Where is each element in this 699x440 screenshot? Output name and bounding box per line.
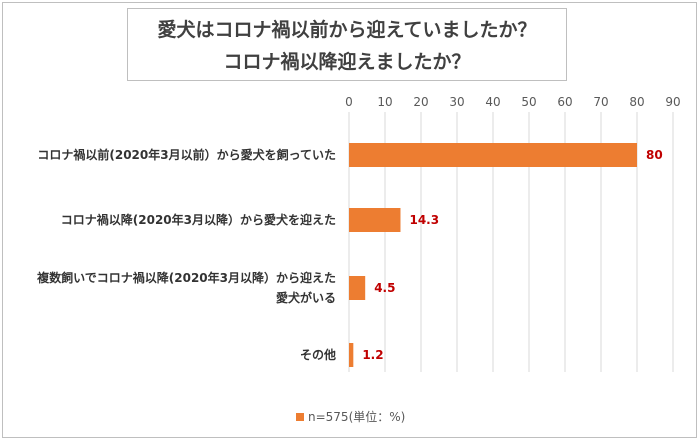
chart-title-line-1: 愛犬はコロナ禍以前から迎えていましたか？ xyxy=(157,19,537,41)
x-tick-label-3: 30 xyxy=(449,95,464,109)
category-label-3: その他 xyxy=(300,347,336,362)
chart-title: 愛犬はコロナ禍以前から迎えていましたか？ コロナ禍以降迎えましたか？ xyxy=(127,8,567,81)
data-label-3: 1.2 xyxy=(362,348,383,362)
x-tick-label-7: 70 xyxy=(593,95,608,109)
legend: n=575(単位：%) xyxy=(296,408,405,425)
legend-swatch xyxy=(296,412,304,421)
bar-1 xyxy=(349,208,401,232)
legend-label: n=575(単位：%) xyxy=(308,410,406,424)
category-label-1: コロナ禍以降(2020年3月以降）から愛犬を迎えた xyxy=(61,212,336,227)
x-tick-label-6: 60 xyxy=(557,95,572,109)
bar-2 xyxy=(349,276,366,300)
data-label-2: 4.5 xyxy=(374,281,395,295)
chart-title-line-2: コロナ禍以降迎えましたか？ xyxy=(223,51,471,73)
category-label-2-line-1: 愛犬がいる xyxy=(276,290,336,305)
category-label-0: コロナ禍以前(2020年3月以前）から愛犬を飼っていた xyxy=(37,147,336,162)
x-tick-label-1: 10 xyxy=(377,95,392,109)
bar-0 xyxy=(349,143,637,167)
data-label-1: 14.3 xyxy=(409,213,439,227)
x-tick-label-2: 20 xyxy=(413,95,428,109)
x-tick-label-5: 50 xyxy=(521,95,536,109)
category-labels: コロナ禍以前(2020年3月以前）から愛犬を飼っていたコロナ禍以降(2020年3… xyxy=(36,147,336,362)
x-tick-label-9: 90 xyxy=(665,95,680,109)
bar-3 xyxy=(349,343,354,367)
x-tick-label-4: 40 xyxy=(485,95,500,109)
data-label-0: 80 xyxy=(646,148,663,162)
x-tick-label-0: 0 xyxy=(345,95,353,109)
data-labels: 80 14.3 4.5 1.2 xyxy=(362,148,662,362)
x-tick-label-8: 80 xyxy=(629,95,644,109)
bars xyxy=(349,143,637,367)
x-axis-ticks: 0 10 20 30 40 50 60 70 80 90 xyxy=(345,95,680,109)
category-label-2-line-0: 複数飼いでコロナ禍以降(2020年3月以降）から迎えた xyxy=(36,270,336,285)
